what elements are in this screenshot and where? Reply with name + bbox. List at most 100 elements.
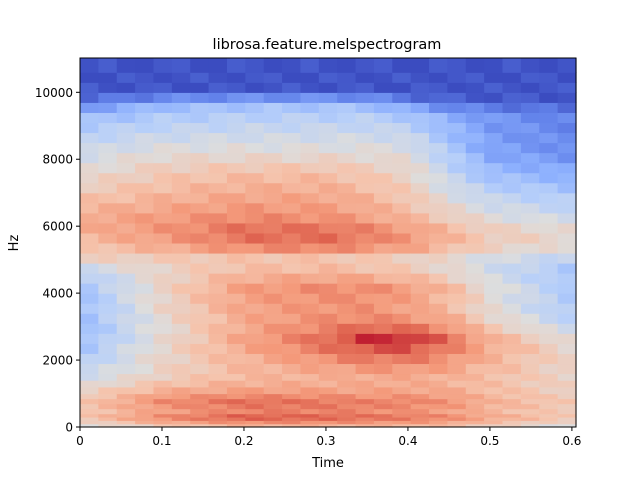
heatmap-cell [116,182,136,194]
heatmap-cell [153,162,173,174]
heatmap-cell [355,293,375,304]
heatmap-cell [282,252,302,264]
heatmap-cell [80,162,99,174]
heatmap-cell [429,343,449,354]
heatmap-cell [263,72,283,83]
heatmap-cell [410,413,430,418]
heatmap-cell [557,380,577,388]
heatmap-cell [318,343,338,354]
heatmap-cell [502,313,522,324]
heatmap-cell [502,152,522,164]
heatmap-cell [318,333,338,344]
heatmap-cell [557,293,577,304]
heatmap-cell [318,122,338,134]
heatmap-cell [447,273,467,284]
heatmap-cell [208,162,228,174]
heatmap-cell [208,303,228,314]
heatmap-cell [355,393,375,400]
heatmap-cell [80,303,99,314]
heatmap-cell [190,363,210,375]
heatmap-cell [447,333,467,344]
heatmap-cell [502,242,522,254]
heatmap-cell [80,82,99,93]
heatmap-cell [171,313,191,324]
heatmap-cell [557,393,577,400]
heatmap-cell [355,72,375,83]
heatmap-cell [245,408,265,415]
heatmap-cell [190,293,210,304]
heatmap-cell [263,172,283,184]
heatmap-cell [282,303,302,314]
heatmap-cell [116,252,136,264]
heatmap-cell [539,403,559,410]
heatmap-cell [465,232,485,244]
heatmap-cell [153,273,173,284]
heatmap-cell [355,373,375,381]
heatmap-cell [171,112,191,124]
heatmap-cell [429,212,449,224]
heatmap-cell [373,416,393,421]
heatmap-cell [116,132,136,144]
heatmap-cell [337,92,357,103]
heatmap-cell [557,363,577,375]
x-tick-label: 0.3 [316,434,335,448]
heatmap-cell [337,212,357,224]
heatmap-cell [355,102,375,113]
heatmap-cell [263,398,283,405]
heatmap-cell [410,202,430,214]
heatmap-cell [135,353,155,365]
heatmap-cell [190,403,210,410]
heatmap-cell [190,222,210,234]
heatmap-cell [447,242,467,254]
heatmap-cell [392,380,412,388]
heatmap-cell [208,202,228,214]
heatmap-cell [80,420,99,425]
heatmap-cell [392,363,412,375]
heatmap-cell [392,403,412,410]
heatmap-cell [502,122,522,134]
heatmap-cell [447,283,467,294]
heatmap-cell [135,162,155,174]
heatmap-cell [116,373,136,381]
heatmap-cell [520,313,540,324]
heatmap-cell [410,420,430,425]
heatmap-cell [80,416,99,421]
heatmap-cell [190,393,210,400]
heatmap-cell [557,353,577,365]
heatmap-cell [226,293,246,304]
heatmap-cell [355,122,375,134]
heatmap-cell [484,416,504,421]
heatmap-cell [116,420,136,425]
heatmap-cell [300,263,320,274]
heatmap-cell [135,142,155,154]
heatmap-cell [245,283,265,294]
heatmap-cell [208,416,228,421]
heatmap-cell [392,263,412,274]
heatmap-cell [484,293,504,304]
heatmap-cell [337,172,357,184]
heatmap-cell [245,323,265,334]
heatmap-cell [557,343,577,354]
heatmap-cell [208,273,228,284]
heatmap-cell [484,142,504,154]
heatmap-cell [190,242,210,254]
heatmap-cell [80,263,99,274]
heatmap-cell [171,263,191,274]
heatmap-cell [135,242,155,254]
heatmap-cell [190,142,210,154]
heatmap-cell [116,303,136,314]
heatmap-cell [447,293,467,304]
heatmap-cell [318,283,338,294]
heatmap-cell [373,152,393,164]
heatmap-cell [245,112,265,124]
heatmap-cell [80,323,99,334]
heatmap-cell [410,313,430,324]
heatmap-cell [208,423,228,428]
heatmap-cell [429,242,449,254]
heatmap-cell [153,172,173,184]
heatmap-cell [245,202,265,214]
heatmap-cell [153,413,173,418]
heatmap-cell [337,416,357,421]
heatmap-cell [171,212,191,224]
heatmap-cell [282,373,302,381]
